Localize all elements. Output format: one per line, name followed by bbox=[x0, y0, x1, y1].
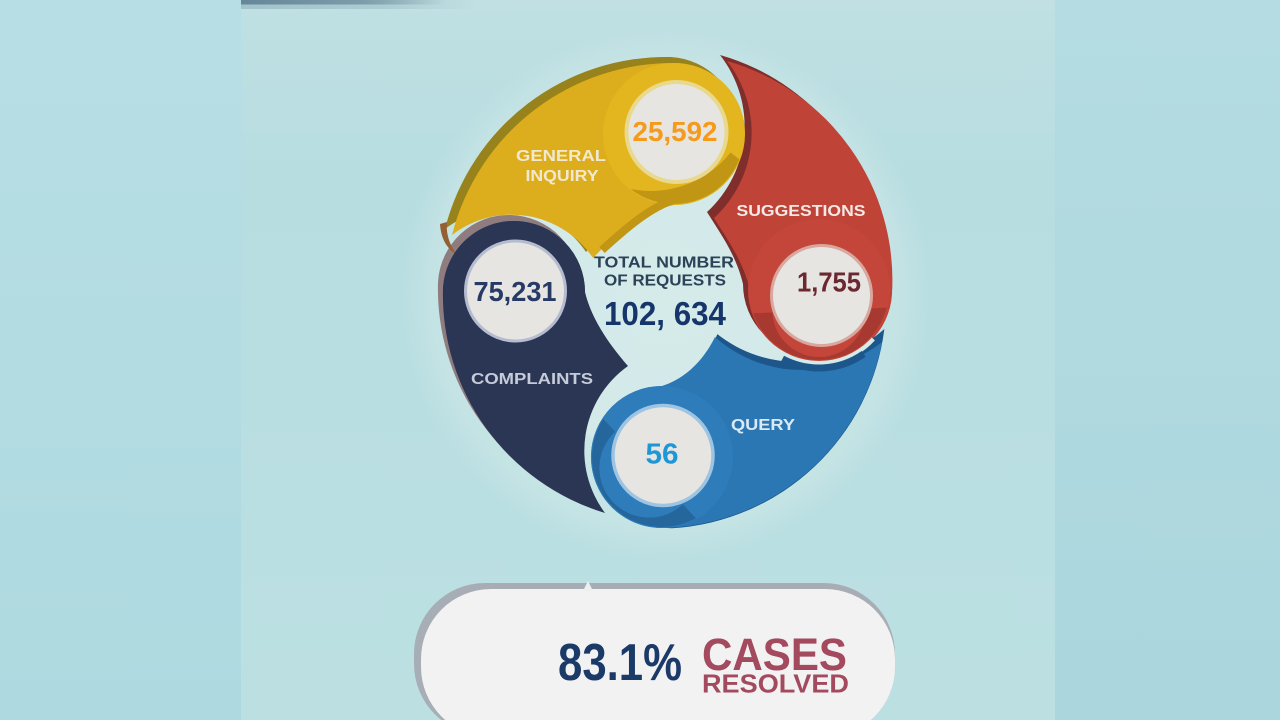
svg-text:56: 56 bbox=[646, 439, 679, 471]
svg-text:TOTAL NUMBER: TOTAL NUMBER bbox=[594, 255, 734, 272]
svg-text:RESOLVED: RESOLVED bbox=[702, 669, 849, 699]
svg-text:102, 634: 102, 634 bbox=[604, 295, 727, 332]
svg-text:GENERAL: GENERAL bbox=[516, 148, 606, 165]
svg-text:CASES: CASES bbox=[702, 629, 847, 680]
svg-text:75,231: 75,231 bbox=[474, 276, 557, 307]
svg-text:83.1%: 83.1% bbox=[558, 634, 682, 692]
svg-text:QUERY: QUERY bbox=[731, 417, 796, 434]
svg-text:1,755: 1,755 bbox=[797, 267, 861, 298]
svg-text:INQUIRY: INQUIRY bbox=[526, 168, 600, 185]
svg-text:OF REQUESTS: OF REQUESTS bbox=[604, 273, 726, 290]
svg-text:SUGGESTIONS: SUGGESTIONS bbox=[737, 203, 866, 220]
svg-text:COMPLAINTS: COMPLAINTS bbox=[471, 371, 593, 388]
svg-text:25,592: 25,592 bbox=[633, 116, 718, 147]
